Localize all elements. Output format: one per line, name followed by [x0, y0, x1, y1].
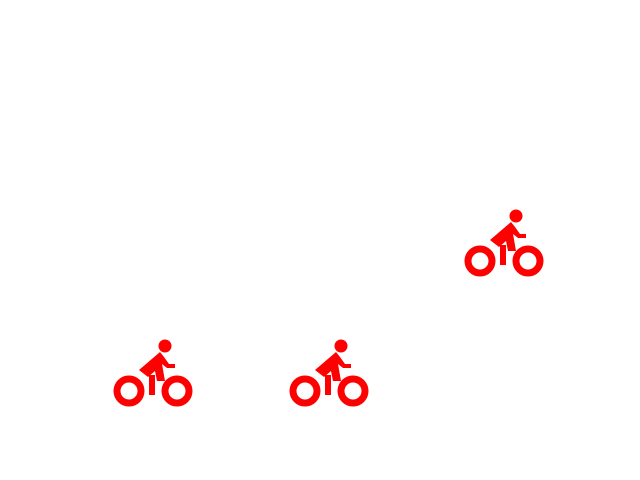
- cyclist-1: [113, 337, 195, 409]
- cyclist-3: [464, 207, 546, 279]
- bicycle-rider-icon: [113, 339, 193, 407]
- bicycle-rider-icon: [464, 209, 544, 277]
- cyclist-2: [289, 337, 371, 409]
- bicycle-rider-icon: [289, 339, 369, 407]
